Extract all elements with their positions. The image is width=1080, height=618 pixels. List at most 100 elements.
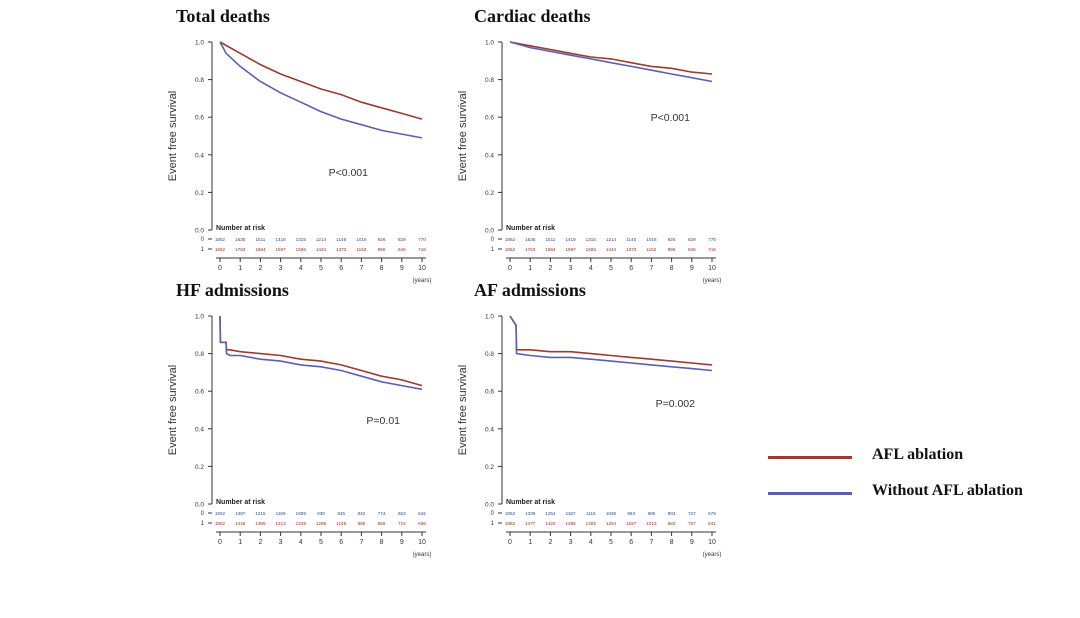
x-tick-label: 3	[569, 539, 573, 546]
legend-label: AFL ablation	[872, 446, 964, 463]
x-tick-label: 6	[629, 265, 633, 272]
x-tick-label: 2	[258, 539, 262, 546]
af-admissions-chart: 0.0 0.2 0.4 0.6 0.8 1.0 Event free survival P=0…	[457, 314, 721, 559]
risk-count: 1187	[566, 511, 576, 516]
x-tick-label: 7	[359, 265, 363, 272]
x-tick-label: 5	[319, 265, 323, 272]
risk-count: 1511	[255, 237, 265, 242]
risk-count: 1152	[646, 247, 656, 252]
risk-count: 1115	[586, 511, 596, 516]
x-tick-label: 10	[418, 265, 426, 272]
cardiac-deaths-panel: Cardiac deaths 0.0 0.2 0.4 0.6 0.8 1.0 Event f…	[450, 6, 730, 288]
y-tick-label: 0.2	[195, 190, 204, 197]
risk-count: 1109	[276, 511, 286, 516]
risk-group-label: 0	[491, 237, 495, 243]
x-tick-label: 4	[299, 539, 303, 546]
risk-group-label: 1	[491, 521, 495, 527]
risk-count: 1444	[316, 247, 327, 252]
x-tick-label: 6	[629, 539, 633, 546]
x-axis-unit-label: (years)	[703, 278, 722, 284]
risk-count: 1214	[316, 237, 327, 242]
panel-title: AF admissions	[474, 280, 586, 300]
series-line-without-afl-ablation	[219, 41, 423, 139]
series-line-without-afl-ablation	[509, 41, 713, 83]
legend-swatch	[768, 492, 852, 495]
risk-count: 1018	[356, 237, 367, 242]
risk-count: 1635	[235, 237, 246, 242]
hf-admissions-chart: 0.0 0.2 0.4 0.6 0.8 1.0 Event free survival P=0…	[167, 314, 431, 559]
p-value-label: P<0.001	[329, 167, 369, 179]
y-tick-label: 0.0	[195, 228, 204, 235]
risk-count: 1009	[296, 511, 307, 516]
x-tick-label: 1	[528, 265, 532, 272]
x-tick-label: 9	[400, 265, 404, 272]
x-tick-label: 4	[589, 265, 593, 272]
y-tick-label: 1.0	[485, 40, 494, 47]
p-value-label: P<0.001	[651, 112, 691, 124]
risk-count: 716	[418, 247, 426, 252]
series-line-without-afl-ablation	[219, 315, 423, 391]
risk-count: 1197	[626, 521, 636, 526]
risk-count: 829	[688, 237, 696, 242]
x-tick-label: 2	[548, 539, 552, 546]
risk-count: 969	[358, 521, 366, 526]
risk-count: 716	[398, 521, 406, 526]
risk-count: 883	[668, 521, 676, 526]
risk-count: 1152	[356, 247, 366, 252]
y-tick-label: 0.4	[485, 152, 494, 159]
x-tick-label: 0	[218, 539, 222, 546]
risk-count: 1036	[606, 511, 617, 516]
risk-count: 1852	[215, 511, 226, 516]
risk-count: 846	[688, 247, 696, 252]
risk-table-header: Number at risk	[506, 225, 555, 232]
p-value-label: P=0.002	[656, 398, 696, 410]
risk-group-label: 0	[201, 511, 205, 517]
risk-count: 1511	[545, 237, 555, 242]
y-tick-label: 0.4	[485, 426, 494, 433]
risk-count: 770	[418, 237, 426, 242]
risk-count: 1366	[565, 521, 576, 526]
risk-count: 1763	[235, 247, 246, 252]
y-tick-label: 1.0	[485, 314, 494, 321]
risk-count: 845	[337, 511, 345, 516]
y-tick-label: 1.0	[195, 40, 204, 47]
risk-count: 679	[708, 511, 716, 516]
risk-count: 996	[378, 247, 386, 252]
risk-count: 1419	[565, 237, 576, 242]
risk-count: 926	[668, 237, 676, 242]
y-tick-label: 0.2	[485, 464, 494, 471]
risk-count: 1215	[255, 511, 266, 516]
total-deaths-chart: 0.0 0.2 0.4 0.6 0.8 1.0 Event free survival P<0…	[167, 40, 431, 285]
risk-count: 1763	[525, 247, 536, 252]
x-tick-label: 2	[258, 265, 262, 272]
x-tick-label: 7	[359, 539, 363, 546]
risk-count: 1254	[606, 521, 617, 526]
risk-count: 1146	[336, 237, 346, 242]
risk-group-label: 1	[201, 521, 205, 527]
risk-count: 1446	[235, 521, 246, 526]
risk-count: 1852	[505, 237, 516, 242]
risk-count: 1305	[586, 521, 597, 526]
risk-count: 1397	[235, 511, 246, 516]
risk-count: 716	[708, 247, 716, 252]
risk-count: 963	[627, 511, 635, 516]
y-tick-label: 0.4	[195, 426, 204, 433]
risk-count: 859	[378, 521, 386, 526]
x-tick-label: 7	[649, 539, 653, 546]
y-tick-label: 0.8	[485, 351, 494, 358]
y-axis-label: Event free survival	[167, 365, 179, 455]
series-line-afl-ablation	[509, 41, 713, 75]
y-tick-label: 0.0	[485, 502, 494, 509]
y-tick-label: 0.8	[195, 77, 204, 84]
y-axis-label: Event free survival	[457, 365, 469, 455]
y-tick-label: 0.6	[485, 389, 494, 396]
risk-count: 1444	[606, 247, 617, 252]
risk-group-label: 1	[491, 247, 495, 253]
risk-count: 926	[378, 237, 386, 242]
risk-count: 1373	[336, 247, 347, 252]
risk-count: 727	[688, 511, 696, 516]
risk-count: 1852	[215, 237, 226, 242]
x-tick-label: 6	[339, 539, 343, 546]
risk-group-label: 0	[201, 237, 205, 243]
risk-count: 1597	[275, 247, 286, 252]
